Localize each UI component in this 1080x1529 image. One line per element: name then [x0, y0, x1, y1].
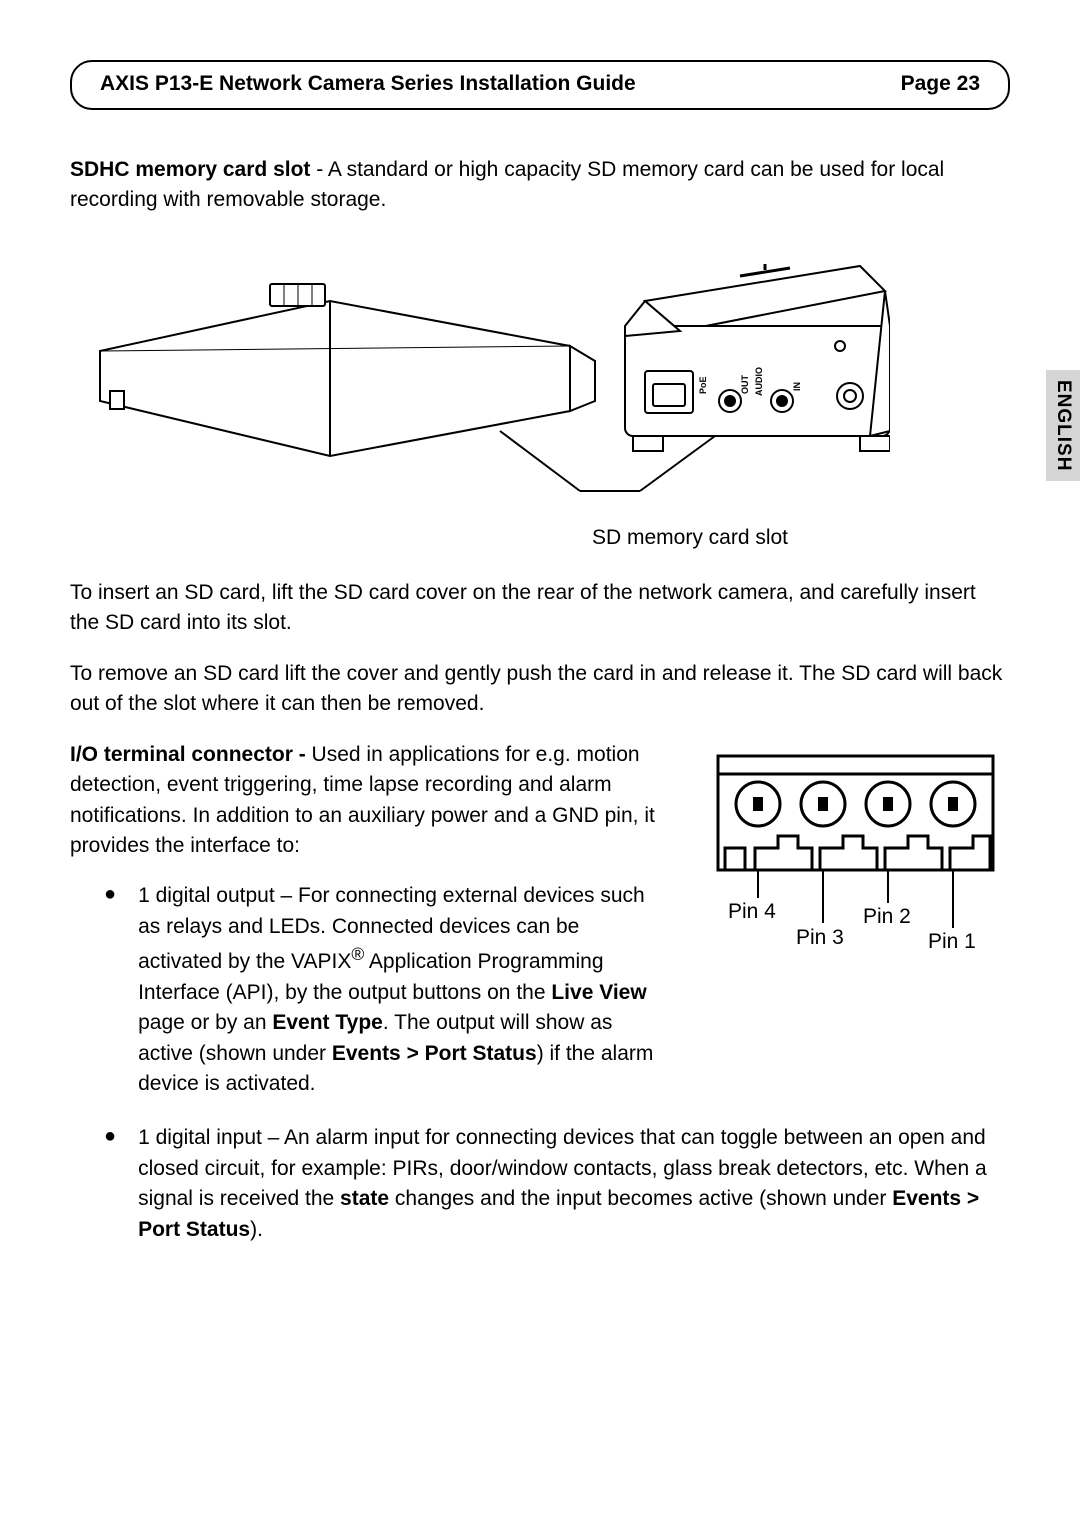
camera-illustration-svg: PoE OUT AUDIO IN [70, 236, 890, 516]
pin4-label: Pin 4 [728, 900, 776, 923]
rear-label-out: OUT [740, 374, 750, 394]
pin3-label: Pin 3 [796, 926, 844, 949]
page-body: AXIS P13-E Network Camera Series Install… [0, 0, 1080, 1319]
b2-state: state [340, 1187, 389, 1210]
b2-tail: ). [250, 1218, 263, 1241]
pin1-label: Pin 1 [928, 930, 976, 953]
bullet1-text: 1 digital output – For connecting extern… [138, 881, 667, 1099]
figure-caption: SD memory card slot [70, 526, 1010, 550]
bullet-dot-icon: ● [104, 881, 116, 1099]
bullet-digital-output: ● 1 digital output – For connecting exte… [104, 881, 672, 1099]
b1-liveview: Live View [551, 981, 646, 1004]
camera-diagram: PoE OUT AUDIO IN [70, 236, 890, 516]
io-section: I/O terminal connector - Used in applica… [70, 740, 1010, 1114]
page-number: Page 23 [901, 72, 980, 96]
io-intro: I/O terminal connector - Used in applica… [70, 740, 672, 862]
remove-paragraph: To remove an SD card lift the cover and … [70, 659, 1010, 720]
page-header: AXIS P13-E Network Camera Series Install… [70, 60, 1010, 110]
rear-label-in: IN [792, 382, 802, 391]
header-title: AXIS P13-E Network Camera Series Install… [100, 72, 636, 96]
b1-reg: ® [351, 944, 364, 964]
b1-eventtype: Event Type [272, 1011, 382, 1034]
bullet2-text: 1 digital input – An alarm input for con… [138, 1123, 1005, 1245]
rear-label-poe: PoE [698, 376, 708, 394]
b2-mid: changes and the input becomes active (sh… [389, 1187, 892, 1210]
insert-paragraph: To insert an SD card, lift the SD card c… [70, 578, 1010, 639]
rear-label-audio: AUDIO [754, 367, 764, 396]
sdhc-paragraph: SDHC memory card slot - A standard or hi… [70, 155, 1010, 216]
bullet-digital-input: ● 1 digital input – An alarm input for c… [104, 1123, 1010, 1245]
connector-diagram: Pin 4 Pin 3 Pin 2 Pin 1 [700, 748, 1010, 973]
b1-events: Events > Port Status [332, 1042, 537, 1065]
sdhc-heading: SDHC memory card slot [70, 158, 310, 181]
io-heading: I/O terminal connector - [70, 743, 306, 766]
b1-mid2: page or by an [138, 1011, 272, 1034]
connector-svg: Pin 4 Pin 3 Pin 2 Pin 1 [700, 748, 1010, 968]
bullet-dot-icon: ● [104, 1123, 116, 1245]
pin2-label: Pin 2 [863, 905, 911, 928]
